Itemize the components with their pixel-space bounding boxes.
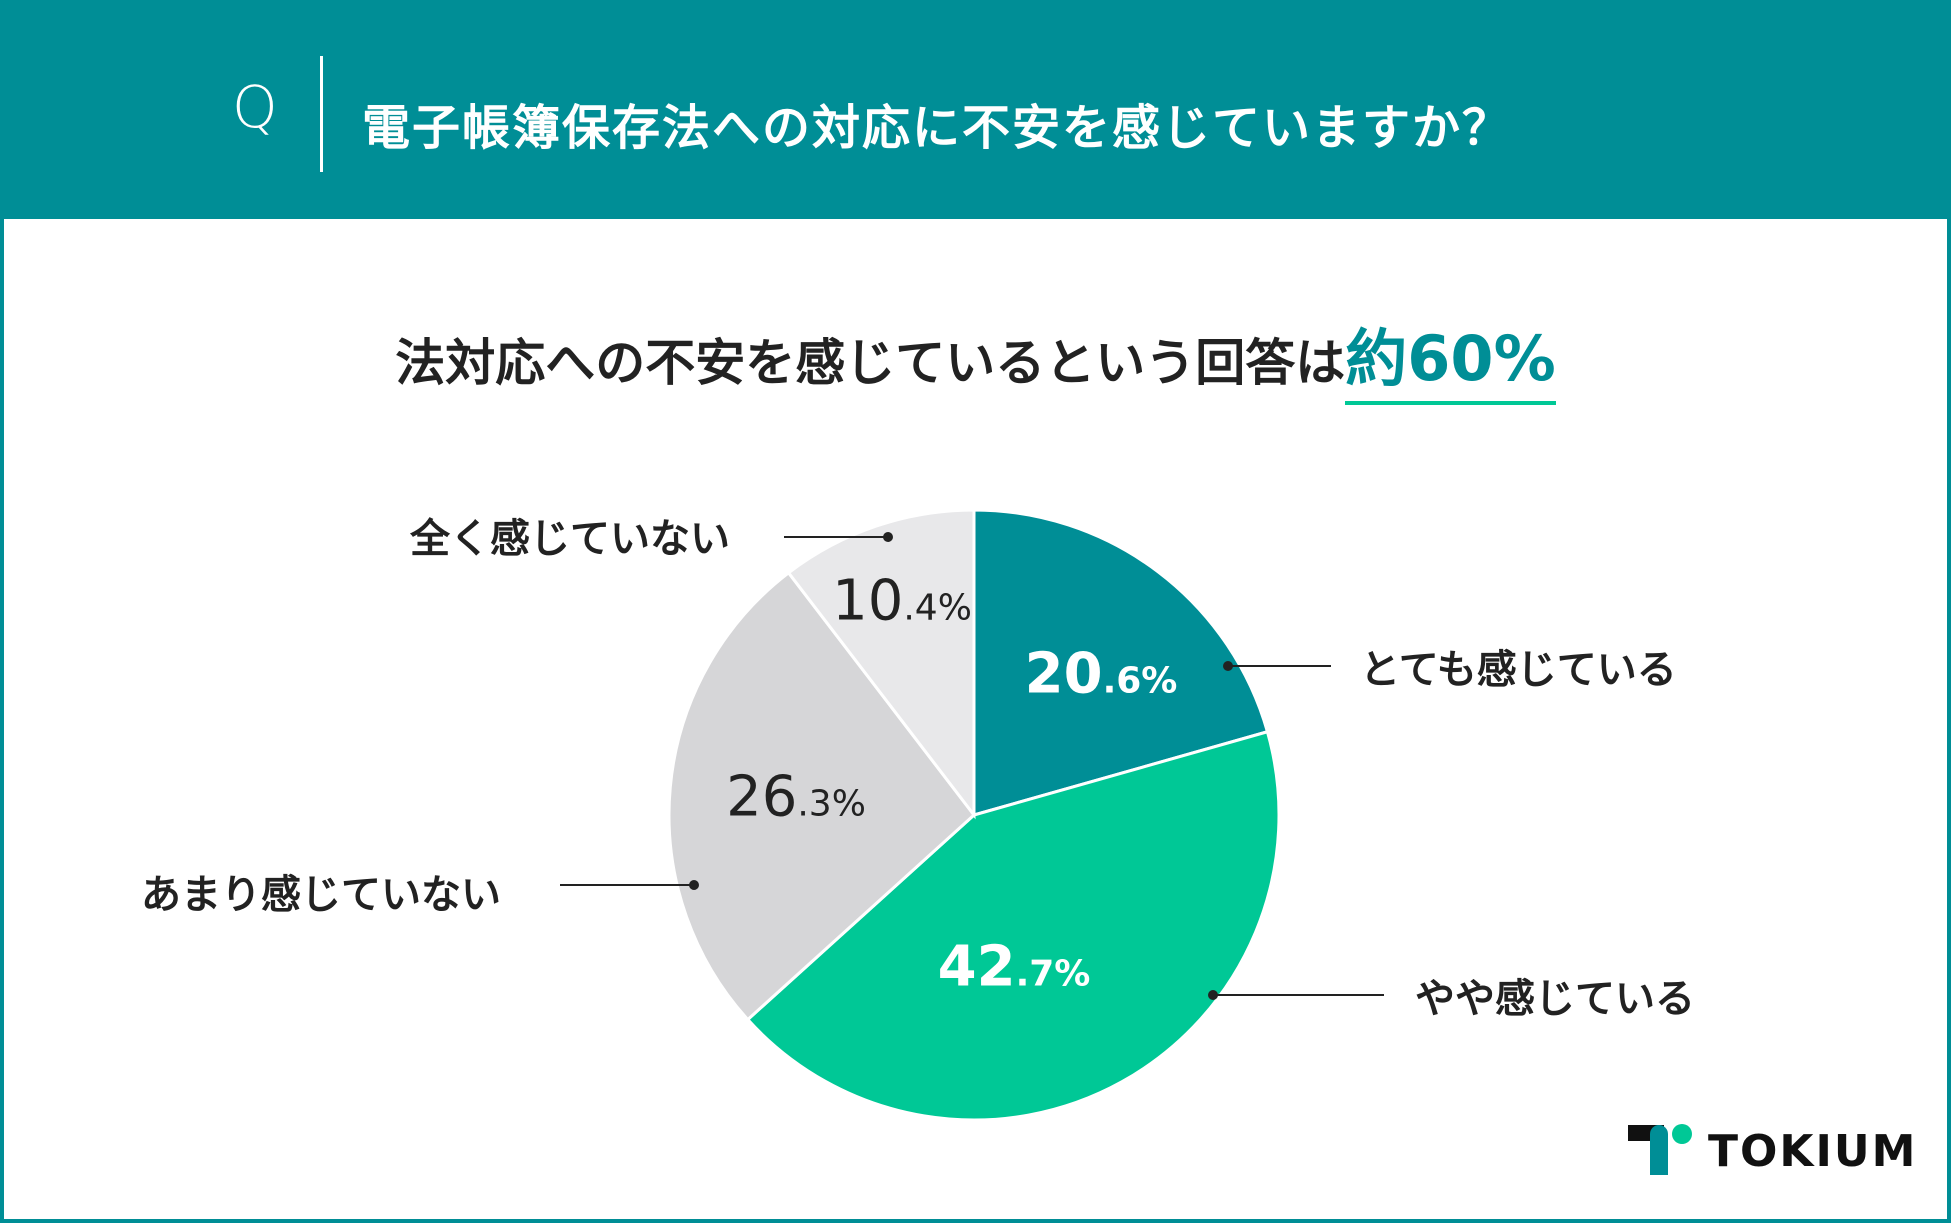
pie-slice-3	[786, 508, 976, 820]
legend-label-somewhat: やや感じている	[1415, 976, 1695, 1022]
data-label-0: 20.6%	[1024, 641, 1178, 707]
data-label-3: 10.4%	[832, 568, 972, 634]
leader-dot-3	[883, 532, 893, 542]
q-icon: Q	[232, 73, 278, 141]
data-label-1: 42.7%	[937, 934, 1091, 1000]
leader-dot-0	[1223, 661, 1233, 671]
pie-slice-2	[667, 570, 977, 1022]
brand-name: TOKIUM	[1708, 1126, 1918, 1177]
pie-slice-1	[745, 729, 1281, 1122]
legend-label-not-much: あまり感じていない	[141, 872, 501, 918]
subtitle-highlight: 約60%	[1345, 322, 1556, 405]
subtitle: 法対応への不安を感じているという回答は約60%	[0, 308, 1951, 405]
pie-slice-0	[972, 508, 1270, 817]
data-label-2: 26.3%	[726, 764, 866, 830]
page-title: 電子帳簿保存法への対応に不安を感じていますか？	[362, 100, 1513, 156]
header: Q 電子帳簿保存法への対応に不安を感じていますか？	[0, 0, 1951, 219]
leader-dot-2	[689, 880, 699, 890]
legend-label-very: とても感じている	[1360, 647, 1677, 693]
tokium-logo-icon	[1628, 1124, 1692, 1175]
divider	[320, 56, 323, 172]
legend-label-not-at-all: 全く感じていない	[410, 516, 730, 562]
subtitle-text: 法対応への不安を感じているという回答は	[395, 334, 1346, 392]
leader-dot-1	[1208, 990, 1218, 1000]
